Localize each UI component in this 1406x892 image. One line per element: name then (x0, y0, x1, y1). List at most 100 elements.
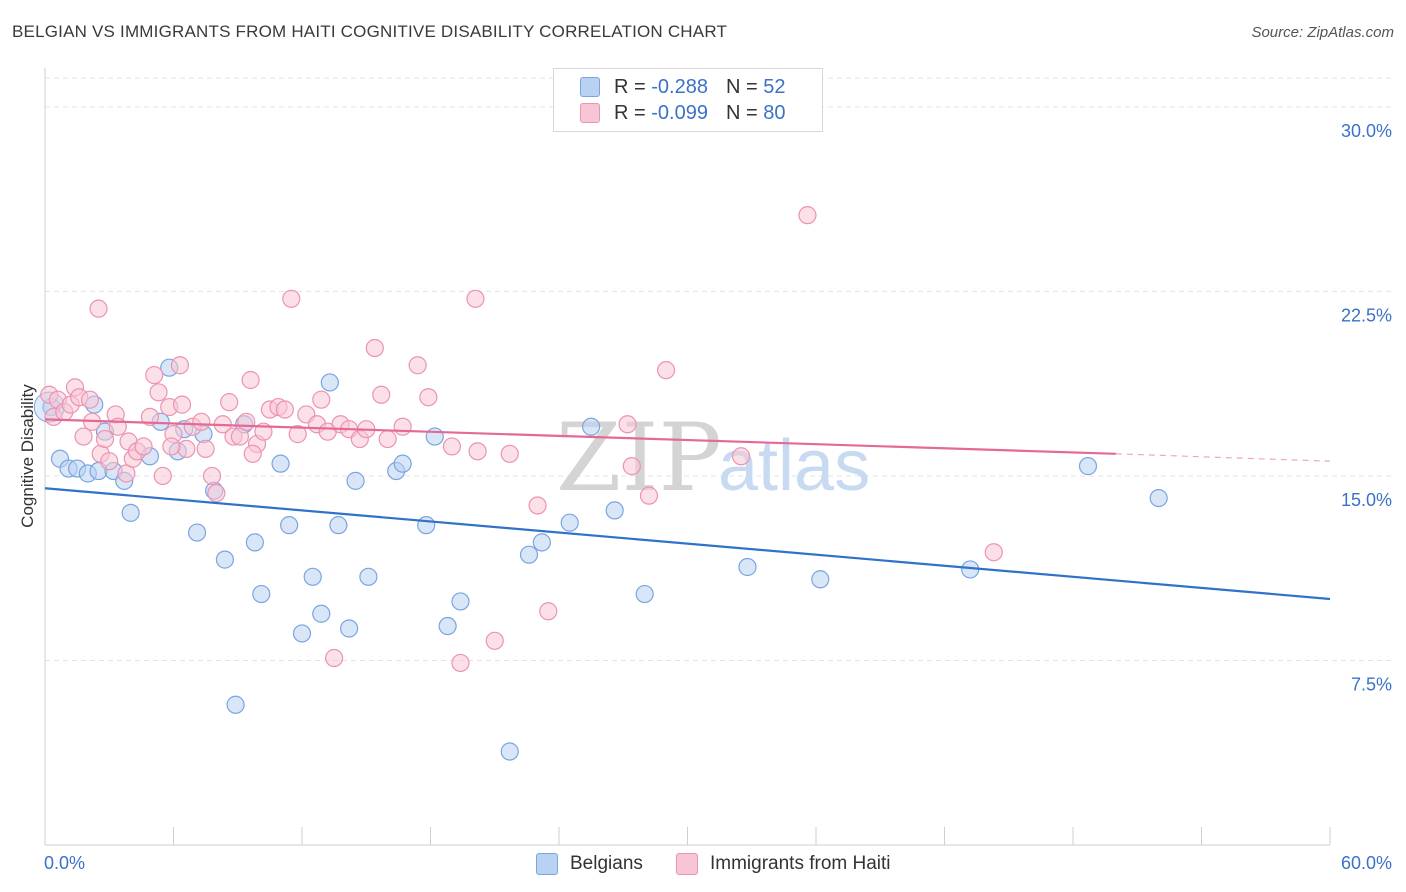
haiti-point (275, 400, 294, 419)
haiti-point (393, 417, 412, 436)
haiti-point (100, 452, 119, 471)
belgians-trend-line (44, 487, 1331, 601)
belgians-point (245, 533, 264, 552)
belgians-point (532, 533, 551, 552)
legend-swatch-haiti (580, 103, 600, 123)
belgians-point (738, 557, 757, 577)
haiti-point (95, 429, 115, 449)
belgians-point (187, 523, 207, 542)
haiti-point (192, 412, 211, 431)
belgians-point (811, 570, 830, 589)
belgians-point (320, 373, 339, 392)
belgians-point (215, 550, 234, 569)
haiti-point (528, 496, 547, 515)
haiti-point (622, 457, 641, 476)
x-tick-label-max: 60.0% (1341, 853, 1392, 873)
belgians-point (438, 616, 457, 636)
haiti-point (89, 299, 108, 318)
haiti-point (618, 415, 637, 434)
bottom-legend-haiti: Immigrants from Haiti (676, 852, 891, 876)
bottom-legend-label: Immigrants from Haiti (710, 853, 891, 874)
chart-title: BELGIAN VS IMMIGRANTS FROM HAITI COGNITI… (12, 22, 728, 41)
y-tick-label: 30.0% (1341, 121, 1392, 141)
haiti-point (485, 631, 504, 650)
haiti-trend-line-extension (1115, 453, 1331, 462)
axes (44, 68, 1331, 846)
haiti-point (451, 653, 470, 673)
haiti-point (162, 437, 181, 456)
haiti-point (149, 383, 168, 402)
haiti-point (408, 356, 427, 375)
legend-r-value: -0.288 (651, 75, 708, 98)
belgians-point (271, 454, 290, 473)
haiti-point (170, 356, 190, 375)
haiti-point (984, 543, 1003, 562)
haiti-point (220, 393, 239, 412)
haiti-point (282, 289, 301, 308)
grid-lines (45, 77, 1392, 661)
haiti-point (468, 442, 487, 461)
haiti-point (442, 437, 462, 456)
legend-n-label: N = (725, 101, 758, 124)
belgians-point (500, 742, 519, 761)
haiti-point (207, 484, 226, 503)
belgians-point (312, 604, 331, 623)
haiti-point (731, 447, 751, 466)
legend-r-label: R = (614, 75, 646, 98)
haiti-point (243, 444, 262, 463)
belgians-point (393, 454, 412, 473)
haiti-point (419, 388, 438, 407)
belgians-point (280, 516, 299, 535)
correlation-legend: R = -0.288 N = 52 R = -0.099 N = 80 (553, 68, 823, 132)
belgians-point (605, 501, 624, 520)
haiti-trend-line (44, 418, 1116, 455)
haiti-point (237, 412, 256, 431)
haiti-point (378, 429, 397, 449)
belgians-point (451, 592, 470, 611)
legend-row-haiti: R = -0.099 N = 80 (580, 101, 785, 125)
haiti-point (325, 648, 344, 668)
legend-n-value: 80 (763, 101, 786, 124)
haiti-point (202, 466, 222, 486)
haiti-point (140, 407, 160, 427)
bottom-legend-swatch-belgians (536, 853, 558, 875)
haiti-point (372, 385, 391, 404)
y-tick-label: 22.5% (1341, 305, 1392, 325)
bottom-legend-swatch-haiti (676, 853, 698, 875)
haiti-point (145, 365, 164, 385)
belgians-point (582, 417, 601, 436)
haiti-point (539, 602, 558, 621)
x-tick-label-min: 0.0% (44, 853, 85, 873)
belgians-point (340, 619, 359, 638)
haiti-point (312, 390, 331, 409)
belgians-point (519, 545, 539, 564)
belgians-point (359, 567, 378, 586)
haiti-point (153, 466, 172, 486)
watermark: ZIP atlas (556, 404, 870, 513)
haiti-point (177, 439, 196, 458)
haiti-point (365, 338, 384, 358)
tick-labels: 7.5% 15.0% 22.5% 30.0% 0.0% 60.0% (44, 121, 1392, 873)
haiti-point (134, 437, 153, 456)
haiti-point (288, 425, 307, 444)
haiti-point (639, 486, 659, 505)
y-axis-label: Cognitive Disability (18, 384, 37, 528)
belgians-point (1149, 488, 1168, 508)
bottom-legend-belgians: Belgians (536, 852, 643, 876)
legend-n-label: N = (725, 75, 758, 98)
bottom-legend-label: Belgians (570, 853, 643, 874)
y-tick-label: 15.0% (1341, 490, 1392, 510)
y-tick-label: 7.5% (1351, 674, 1392, 694)
belgians-point (560, 513, 579, 532)
haiti-points (40, 206, 1003, 673)
belgians-point (292, 624, 312, 643)
legend-r-label: R = (614, 101, 646, 124)
belgians-point (252, 584, 271, 604)
source-label: Source: ZipAtlas.com (1251, 24, 1394, 41)
belgians-point (417, 516, 436, 535)
haiti-point (500, 444, 519, 463)
haiti-point (656, 361, 676, 380)
belgians-point (346, 471, 365, 490)
belgians-point (635, 584, 654, 604)
